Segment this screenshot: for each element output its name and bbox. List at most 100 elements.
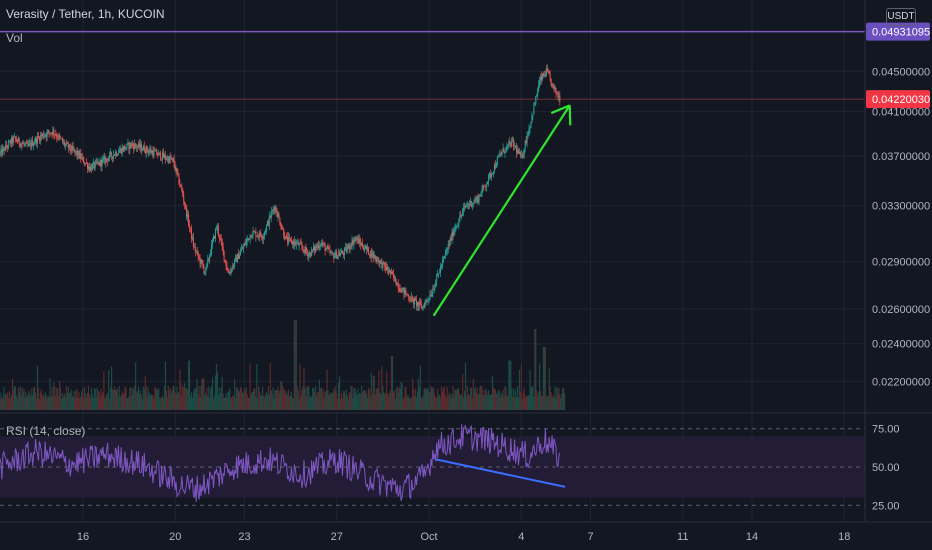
candle-body [458,221,460,225]
volume-bar [329,393,331,410]
volume-bar [273,398,275,410]
volume-bar [146,396,148,410]
candle-body [78,151,80,158]
volume-bar [546,395,548,410]
candle-body [140,144,142,151]
volume-bar [380,394,382,410]
volume-bar [249,363,251,410]
candle-body [496,157,498,166]
candle-body [95,161,97,162]
volume-bar [88,394,91,410]
candle-body [126,143,128,148]
volume-bar [290,391,293,410]
candle-body [23,143,25,145]
volume-bar [76,389,78,410]
volume-bar [198,385,200,410]
volume-bar [221,376,223,410]
candle-body [289,237,291,238]
volume-bar [438,394,441,410]
volume-bar [300,395,302,410]
candle-body [284,236,286,240]
symbol-title[interactable]: Verasity / Tether, 1h, KUCOIN [6,7,165,21]
volume-bar [144,375,146,410]
volume-bar [111,389,114,410]
volume-bar [511,387,513,410]
candle-body [81,157,83,160]
candle-body [525,140,527,144]
x-tick-label: 7 [587,531,593,543]
volume-bar [374,395,376,410]
candle-body [435,281,437,287]
candle-body [366,247,368,250]
candle-body [120,148,122,154]
volume-bar [157,388,159,410]
volume-bar [336,392,338,410]
rsi-indicator-label[interactable]: RSI (14, close) [6,424,86,438]
candle-body [26,142,28,144]
volume-bar [437,388,439,410]
volume-bar [239,386,242,410]
candle-body [529,127,531,129]
candle-body [301,244,303,248]
volume-bar [371,394,373,410]
volume-bar [127,398,129,410]
candle-body [1,148,3,155]
volume-bar [285,394,287,410]
candle-body [123,146,125,151]
volume-bar [236,387,238,410]
currency-unit-badge[interactable]: USDT [886,8,916,26]
x-tick-label: 27 [331,531,343,543]
candle-body [508,141,510,145]
volume-bar [480,385,482,410]
volume-bar [536,390,538,410]
volume-bar [554,386,556,410]
candle-body [278,214,280,219]
candle-body [281,227,283,229]
candle-body [199,257,201,264]
volume-bar [131,395,133,410]
volume-bar [17,387,19,410]
candle-body [20,143,22,147]
candle-body [252,231,254,237]
candle-body [293,241,295,246]
candle-body [117,152,119,155]
candle-body [132,143,134,146]
volume-bar [135,362,137,410]
volume-bar [39,392,41,410]
volume-bar [119,397,121,410]
volume-bar [560,398,562,410]
candle-body [375,257,377,259]
candle-body [260,232,262,236]
candle-body [359,239,361,243]
volume-bar [384,394,386,410]
volume-bar [541,395,544,410]
volume-indicator-label[interactable]: Vol [6,31,23,45]
candle-body [481,190,483,196]
candle-body [456,225,458,227]
volume-bar [477,394,479,410]
candle-body [334,256,336,259]
volume-bar [70,389,72,410]
candle-body [394,276,396,283]
volume-bar [350,386,352,410]
volume-bar [64,397,67,410]
candle-body [462,211,464,215]
volume-bar [468,395,470,410]
candle-body [509,141,511,143]
candle-body [507,144,509,146]
candle-body [69,144,71,150]
candle-body [221,240,223,247]
candle-body [244,243,246,245]
volume-bar [414,388,417,410]
candle-body [135,143,137,147]
candle-body [12,137,14,143]
candle-body [417,302,419,306]
volume-bar [276,389,278,410]
volume-bar [283,390,285,410]
candle-body [439,272,441,274]
candle-body [181,186,183,191]
candle-body [196,251,198,253]
volume-bar [304,387,306,410]
candle-body [144,151,146,153]
